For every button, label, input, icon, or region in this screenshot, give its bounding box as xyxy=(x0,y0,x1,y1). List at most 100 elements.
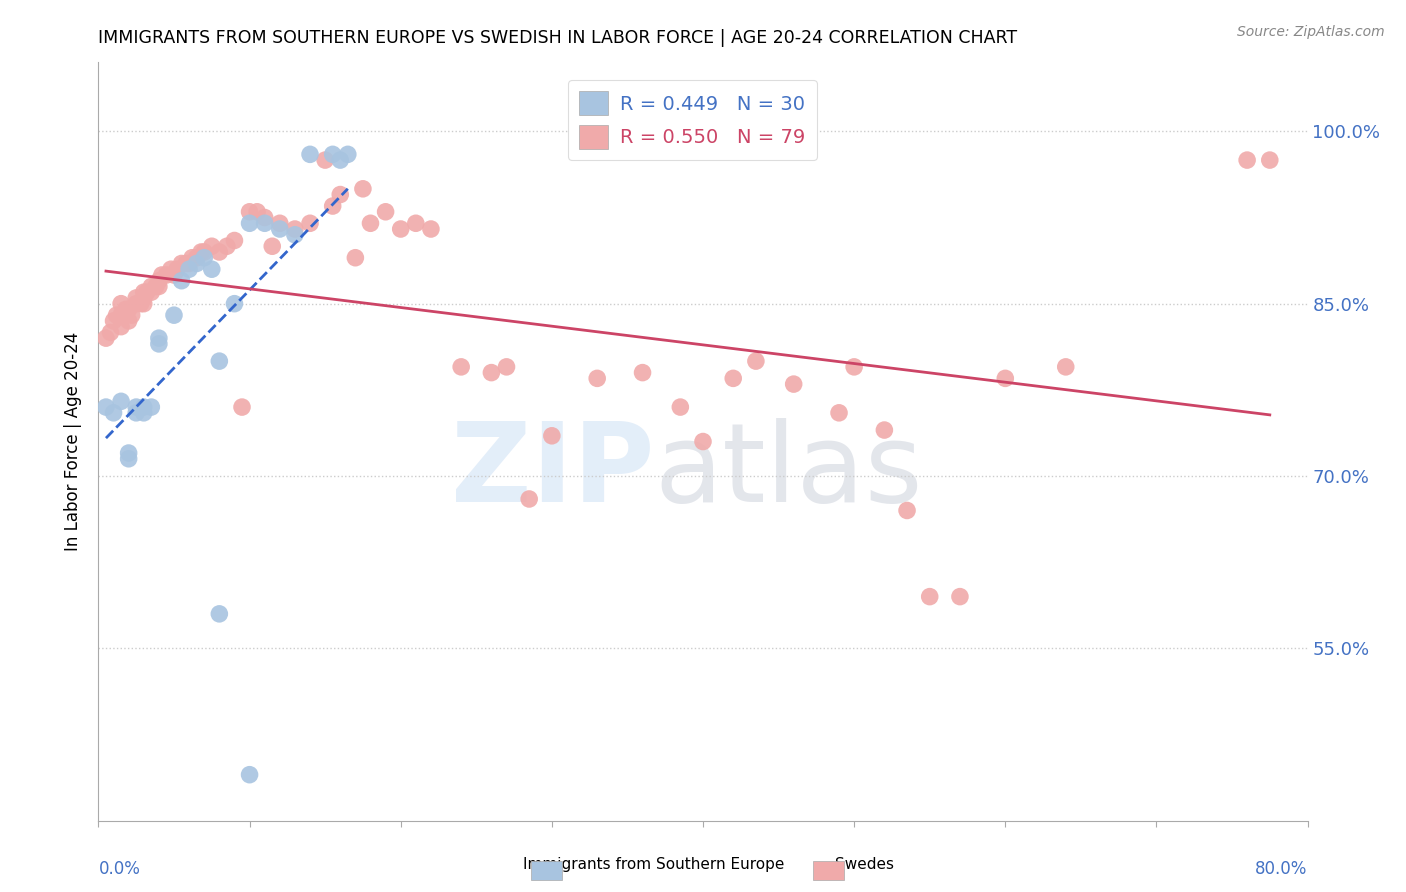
Point xyxy=(121,308,143,322)
Point xyxy=(239,216,262,230)
Point xyxy=(110,296,132,310)
Point xyxy=(844,359,866,374)
Point xyxy=(132,406,155,420)
Point xyxy=(114,302,136,317)
Point xyxy=(163,268,186,282)
Point xyxy=(253,211,276,225)
Point xyxy=(132,400,155,414)
Point xyxy=(145,279,167,293)
Point xyxy=(208,354,231,368)
Y-axis label: In Labor Force | Age 20-24: In Labor Force | Age 20-24 xyxy=(65,332,83,551)
Point xyxy=(141,400,163,414)
Point xyxy=(201,239,224,253)
Point xyxy=(100,326,122,340)
Point xyxy=(129,296,152,310)
Point xyxy=(745,354,768,368)
Point xyxy=(239,767,262,781)
Text: ZIP: ZIP xyxy=(451,418,655,525)
Point xyxy=(299,216,322,230)
Point xyxy=(110,308,132,322)
Point xyxy=(336,147,359,161)
Point xyxy=(299,147,322,161)
Point xyxy=(103,406,125,420)
Point xyxy=(163,308,186,322)
Text: IMMIGRANTS FROM SOUTHERN EUROPE VS SWEDISH IN LABOR FORCE | AGE 20-24 CORRELATIO: IMMIGRANTS FROM SOUTHERN EUROPE VS SWEDI… xyxy=(98,29,1018,47)
Point xyxy=(105,308,128,322)
Point xyxy=(193,251,215,265)
Point xyxy=(450,359,472,374)
Point xyxy=(118,446,141,460)
Point xyxy=(141,285,163,300)
Point xyxy=(253,216,276,230)
Point xyxy=(150,268,173,282)
Point xyxy=(160,262,183,277)
Point xyxy=(314,153,336,167)
Text: atlas: atlas xyxy=(655,418,924,525)
Point xyxy=(1054,359,1077,374)
Point xyxy=(141,279,163,293)
Point xyxy=(344,251,367,265)
Point xyxy=(208,607,231,621)
Text: 80.0%: 80.0% xyxy=(1256,860,1308,878)
Point xyxy=(103,314,125,328)
Point xyxy=(186,256,208,270)
Point xyxy=(181,251,204,265)
Point xyxy=(132,285,155,300)
Point xyxy=(692,434,714,449)
Point xyxy=(269,222,291,236)
Point xyxy=(193,244,215,259)
Legend: R = 0.449   N = 30, R = 0.550   N = 79: R = 0.449 N = 30, R = 0.550 N = 79 xyxy=(568,79,817,161)
Point xyxy=(179,262,201,277)
Point xyxy=(329,153,352,167)
Point xyxy=(186,251,208,265)
Point xyxy=(110,394,132,409)
Point xyxy=(132,296,155,310)
Point xyxy=(374,204,396,219)
Point xyxy=(481,366,503,380)
Point xyxy=(517,491,540,506)
Point xyxy=(201,262,224,277)
Point xyxy=(420,222,443,236)
Point xyxy=(949,590,972,604)
Point xyxy=(148,274,170,288)
Text: 0.0%: 0.0% xyxy=(98,860,141,878)
Point xyxy=(896,503,918,517)
Text: Source: ZipAtlas.com: Source: ZipAtlas.com xyxy=(1237,25,1385,39)
Point xyxy=(94,400,117,414)
Point xyxy=(828,406,851,420)
Point xyxy=(170,256,193,270)
Point xyxy=(208,244,231,259)
Point xyxy=(231,400,253,414)
Point xyxy=(389,222,412,236)
Point xyxy=(269,216,291,230)
Point xyxy=(135,285,157,300)
Point xyxy=(148,279,170,293)
Point xyxy=(329,187,352,202)
Point xyxy=(262,239,284,253)
Text: Immigrants from Southern Europe: Immigrants from Southern Europe xyxy=(523,857,785,872)
Point xyxy=(125,296,148,310)
Point xyxy=(352,182,374,196)
Point xyxy=(540,429,562,443)
Point xyxy=(94,331,117,345)
Text: Swedes: Swedes xyxy=(835,857,894,872)
Point xyxy=(360,216,382,230)
Point xyxy=(148,337,170,351)
Point xyxy=(246,204,269,219)
Point xyxy=(179,256,201,270)
Point xyxy=(994,371,1017,385)
Point xyxy=(783,377,806,392)
Point xyxy=(239,204,262,219)
Point xyxy=(284,227,307,242)
Point xyxy=(723,371,745,385)
Point xyxy=(918,590,941,604)
Point xyxy=(118,451,141,466)
Point xyxy=(405,216,427,230)
Point xyxy=(1236,153,1258,167)
Point xyxy=(118,302,141,317)
Point xyxy=(132,291,155,305)
Point xyxy=(170,274,193,288)
Point xyxy=(174,256,197,270)
Point xyxy=(224,234,246,248)
Point xyxy=(125,400,148,414)
